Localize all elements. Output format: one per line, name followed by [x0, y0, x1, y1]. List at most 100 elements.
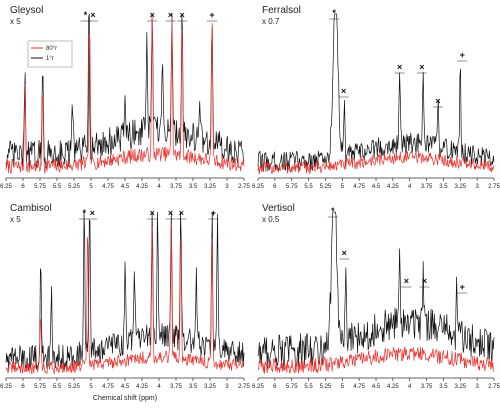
- x-tick-labels: 6.25 6 5.75 5.5 5.25 5 4.75 4.5 4.25 4 3.75 3.5 3.25…: [0, 178, 250, 190]
- x-tick-label: 5.5: [304, 384, 313, 390]
- panel-vertisol: 6.25 6 5.75 5.5 5.25 5 4.75 4.5 4.25 4 3.75 3.5 3.25…: [252, 203, 500, 390]
- legend-label: 1°r: [46, 56, 54, 62]
- x-tick-label: 3.5: [439, 184, 448, 190]
- series-line-red: [5, 223, 245, 375]
- panel-gleysol: 6.25 6 5.75 5.5 5.25 5 4.75 4.5 4.25 4 3.75 3.5 3.25…: [0, 5, 250, 190]
- x-tick-label: 3.75: [170, 384, 182, 390]
- x-tick-label: 6.25: [252, 384, 264, 390]
- x-tick-label: 5.5: [53, 184, 62, 190]
- panel-title: Ferralsol: [262, 5, 301, 16]
- x-tick-label: 6.25: [0, 384, 12, 390]
- x-tick-label: 3: [225, 184, 229, 190]
- x-tick-labels: 6.25 6 5.75 5.5 5.25 5 4.75 4.5 4.25 4 3.75 3.5 3.25…: [0, 378, 250, 390]
- x-tick-label: 3.75: [421, 184, 433, 190]
- x-tick-label: 2.75: [488, 384, 500, 390]
- series-line-red: [5, 13, 245, 174]
- x-tick-label: 2.75: [238, 384, 250, 390]
- x-tick-label: 4.5: [372, 184, 381, 190]
- x-tick-label: 5.5: [53, 384, 62, 390]
- annotation-plus: +: [209, 10, 214, 20]
- series-line-red: [257, 151, 495, 175]
- series-line-black: [257, 211, 495, 369]
- x-tick-labels: 6.25 6 5.75 5.5 5.25 5 4.75 4.5 4.25 4 3.75 3.5 3.25…: [252, 378, 500, 390]
- x-tick-label: 4.5: [121, 384, 130, 390]
- x-tick-label: 4: [408, 184, 412, 190]
- x-tick-label: 4.25: [387, 184, 399, 190]
- x-tick-label: 4.75: [353, 184, 365, 190]
- series-line-red: [257, 346, 495, 374]
- x-tick-label: 3.5: [439, 384, 448, 390]
- annotation-cross: ×: [341, 86, 346, 96]
- x-tick-label: 5.75: [34, 384, 46, 390]
- annotation-cross: ×: [150, 208, 155, 218]
- x-axis-label: Chemical shift (ppm): [93, 395, 157, 402]
- annotation-cross: ×: [150, 10, 155, 20]
- annotation-asterisk: *: [331, 206, 335, 216]
- x-tick-label: 6: [273, 384, 277, 390]
- x-tick-label: 4.5: [121, 184, 130, 190]
- x-tick-label: 4.25: [136, 184, 148, 190]
- x-tick-label: 6: [21, 184, 25, 190]
- x-tick-label: 3: [475, 184, 479, 190]
- x-tick-label: 4.75: [102, 184, 114, 190]
- annotation-cross: ×: [342, 248, 347, 258]
- annotation-asterisk: *: [332, 8, 336, 18]
- x-tick-label: 4.25: [387, 384, 399, 390]
- x-tick-label: 6: [273, 184, 277, 190]
- x-tick-label: 5.25: [68, 184, 80, 190]
- peak-annotations: *××××+: [329, 8, 468, 108]
- x-tick-label: 5: [341, 384, 345, 390]
- annotation-plus: +: [211, 208, 216, 218]
- peak-annotations: *××××+: [80, 10, 218, 22]
- panel-title: Gleysol: [10, 5, 43, 16]
- annotation-cross: ×: [404, 276, 409, 286]
- x-tick-labels: 6.25 6 5.75 5.5 5.25 5 4.75 4.5 4.25 4 3.75 3.5 3.25…: [252, 178, 500, 190]
- x-tick-label: 3.25: [454, 384, 466, 390]
- x-tick-label: 4: [157, 184, 161, 190]
- x-tick-label: 4.25: [136, 384, 148, 390]
- annotation-cross: ×: [90, 10, 95, 20]
- peak-annotations: *××××+: [79, 208, 219, 220]
- panel-subtitle: x 5: [10, 17, 21, 26]
- x-tick-label: 5.5: [304, 184, 313, 190]
- panel-subtitle: x 5: [10, 215, 21, 224]
- annotation-cross: ×: [422, 276, 427, 286]
- legend: 80°r 1°r: [27, 40, 73, 68]
- annotation-cross: ×: [435, 96, 440, 106]
- annotation-plus: +: [460, 50, 465, 60]
- x-tick-label: 6: [21, 384, 25, 390]
- x-tick-label: 5: [89, 184, 93, 190]
- x-tick-label: 3.75: [170, 184, 182, 190]
- x-tick-label: 5.25: [320, 184, 332, 190]
- x-tick-label: 5: [89, 384, 93, 390]
- x-tick-label: 3.5: [189, 384, 198, 390]
- annotation-cross: ×: [397, 62, 402, 72]
- x-tick-label: 5.25: [320, 384, 332, 390]
- annotation-cross: ×: [168, 10, 173, 20]
- x-tick-label: 4: [408, 384, 412, 390]
- x-tick-label: 3.75: [421, 384, 433, 390]
- x-tick-label: 5.25: [68, 384, 80, 390]
- x-tick-label: 3.25: [454, 184, 466, 190]
- x-tick-label: 3: [225, 384, 229, 390]
- x-tick-label: 3.5: [189, 184, 198, 190]
- x-tick-label: 4: [157, 384, 161, 390]
- panel-title: Cambisol: [10, 203, 52, 214]
- annotation-asterisk: *: [84, 10, 88, 20]
- x-tick-label: 4.5: [372, 384, 381, 390]
- x-tick-label: 3.25: [204, 384, 216, 390]
- x-tick-label: 6.25: [252, 184, 264, 190]
- panel-cambisol: 6.25 6 5.75 5.5 5.25 5 4.75 4.5 4.25 4 3.75 3.5 3.25…: [0, 203, 250, 402]
- x-tick-label: 5: [341, 184, 345, 190]
- series-line-black: [257, 13, 495, 172]
- x-tick-label: 5.75: [286, 184, 298, 190]
- x-tick-label: 5.75: [286, 384, 298, 390]
- x-tick-label: 5.75: [34, 184, 46, 190]
- x-tick-label: 4.75: [102, 384, 114, 390]
- x-tick-label: 4.75: [353, 384, 365, 390]
- x-tick-label: 3: [475, 384, 479, 390]
- x-tick-label: 2.75: [488, 184, 500, 190]
- annotation-plus: +: [460, 282, 465, 292]
- x-tick-label: 3.25: [204, 184, 216, 190]
